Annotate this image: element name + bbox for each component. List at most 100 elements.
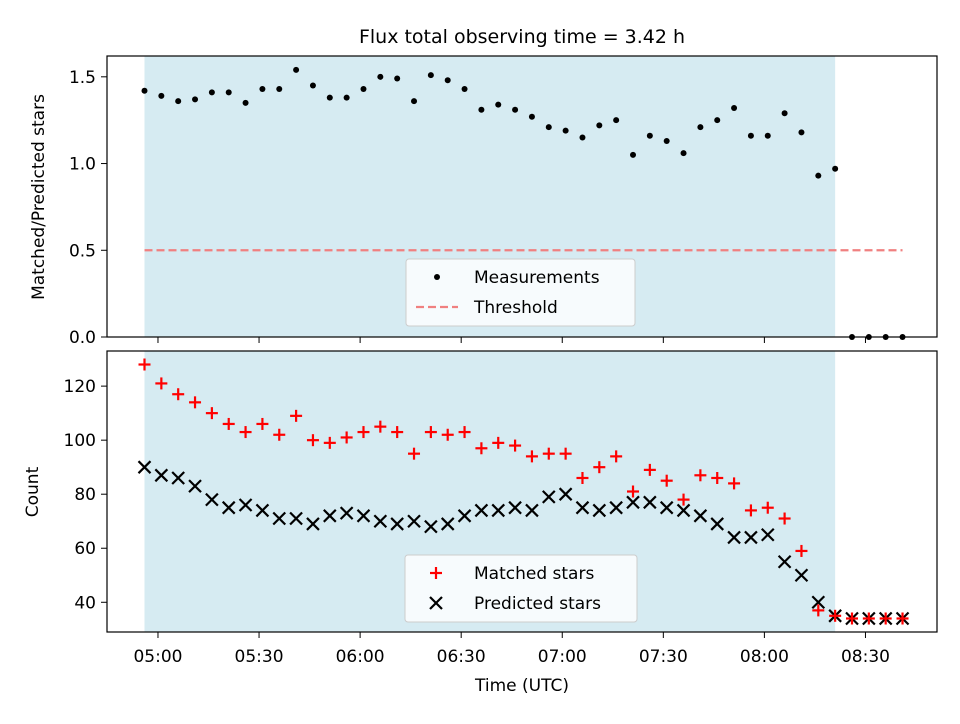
predicted-star-point (525, 503, 539, 518)
x-tick-label: 05:00 (133, 647, 182, 667)
matched-star-point (222, 417, 235, 430)
predicted-star-point (794, 568, 809, 583)
matched-star-point (256, 417, 269, 430)
y-tick-label: 80 (74, 485, 96, 505)
measurement-point (630, 151, 637, 158)
predicted-star-point (323, 509, 337, 523)
predicted-star-point (760, 527, 775, 542)
bottom-y-axis-label: Count (23, 466, 43, 517)
measurement-point (208, 89, 215, 96)
matched-star-point (677, 493, 690, 506)
predicted-star-point (693, 509, 708, 523)
top-panel: Flux total observing time = 3.42 h 0.00.… (29, 26, 938, 348)
measurement-point (326, 94, 333, 101)
matched-star-point (711, 471, 724, 484)
measurement-point (596, 122, 603, 129)
predicted-star-point (272, 511, 287, 526)
matched-star-point (391, 426, 404, 439)
measurement-point (309, 82, 316, 89)
predicted-star-point (205, 492, 219, 507)
y-tick-label: 0.0 (69, 328, 96, 348)
y-tick-label: 40 (74, 593, 96, 613)
matched-star-point (559, 447, 572, 460)
legend-predicted-label: Predicted stars (474, 594, 601, 614)
matched-star-point (778, 512, 791, 525)
predicted-star-point (171, 471, 185, 485)
measurement-point (377, 73, 384, 80)
matched-star-point (424, 426, 437, 439)
predicted-star-point (575, 500, 590, 515)
predicted-star-point (626, 495, 640, 510)
predicted-star-point (508, 500, 522, 515)
matched-star-point (509, 439, 522, 452)
matched-star-point (492, 436, 505, 449)
measurement-point (276, 85, 283, 92)
legend-matched-marker (430, 567, 442, 579)
predicted-star-point (474, 503, 489, 518)
predicted-star-point (356, 509, 371, 523)
bottom-panel: 40 60 80 100 120 05:00 05:30 06:00 06:30 07:00 07… (23, 350, 938, 696)
measurement-point (394, 75, 401, 82)
x-tick-label: 07:00 (538, 647, 587, 667)
y-tick-label: 120 (64, 377, 96, 397)
measurement-point (646, 132, 653, 139)
matched-star-point (441, 428, 454, 441)
predicted-star-point (643, 495, 657, 510)
matched-star-point (761, 501, 774, 514)
measurement-point (545, 124, 552, 131)
matched-star-point (610, 450, 623, 463)
predicted-star-point (407, 514, 421, 528)
predicted-star-point (592, 503, 607, 518)
measurement-point (680, 150, 687, 157)
predicted-star-point (424, 519, 438, 534)
predicted-star-point (390, 517, 404, 531)
measurement-point (444, 77, 451, 84)
y-tick-label: 1.0 (69, 155, 96, 175)
matched-star-point (627, 485, 640, 498)
predicted-star-point (659, 500, 674, 515)
measurement-point (528, 113, 535, 120)
matched-star-point (694, 469, 707, 482)
matched-star-point (205, 407, 218, 420)
matched-star-point (744, 504, 757, 517)
x-tick-label: 07:30 (639, 647, 688, 667)
y-tick-label: 0.5 (69, 241, 96, 261)
predicted-star-point (306, 517, 320, 531)
measurement-point (158, 92, 165, 99)
legend-matched-label: Matched stars (474, 564, 594, 584)
predicted-star-point (457, 509, 472, 523)
legend-measurements-marker (434, 274, 440, 280)
matched-star-point (812, 604, 825, 617)
top-x-ticks (157, 337, 866, 343)
matched-star-point (408, 447, 421, 460)
top-axes-frame (106, 55, 938, 338)
matched-star-point (879, 612, 892, 625)
legend-threshold-label: Threshold (473, 298, 558, 318)
predicted-star-point (339, 506, 354, 520)
measurement-point (697, 124, 704, 131)
matched-star-point (189, 396, 202, 409)
y-tick-label: 1.5 (69, 68, 96, 88)
predicted-star-point (154, 468, 169, 483)
count-points (137, 358, 910, 626)
predicted-star-point (558, 487, 573, 501)
measurement-point (242, 99, 249, 106)
matched-star-point (862, 612, 875, 625)
legend-predicted-marker (429, 596, 443, 610)
measurement-point (781, 110, 788, 117)
measurement-point (259, 85, 266, 92)
y-tick-label: 100 (64, 431, 96, 451)
measurement-point (815, 172, 822, 179)
x-tick-label: 05:30 (235, 647, 284, 667)
predicted-star-point (238, 498, 253, 512)
measurement-point (512, 106, 519, 113)
matched-star-point (593, 461, 606, 474)
top-y-ticks: 0.0 0.5 1.0 1.5 (69, 68, 107, 348)
matched-star-point (273, 428, 286, 441)
measurement-point (360, 85, 367, 92)
matched-star-point (138, 358, 151, 371)
measurement-point (225, 89, 232, 96)
measurement-point (192, 96, 199, 103)
top-legend: Measurements Threshold (405, 258, 636, 327)
top-y-axis-label: Matched/Predicted stars (29, 94, 49, 300)
